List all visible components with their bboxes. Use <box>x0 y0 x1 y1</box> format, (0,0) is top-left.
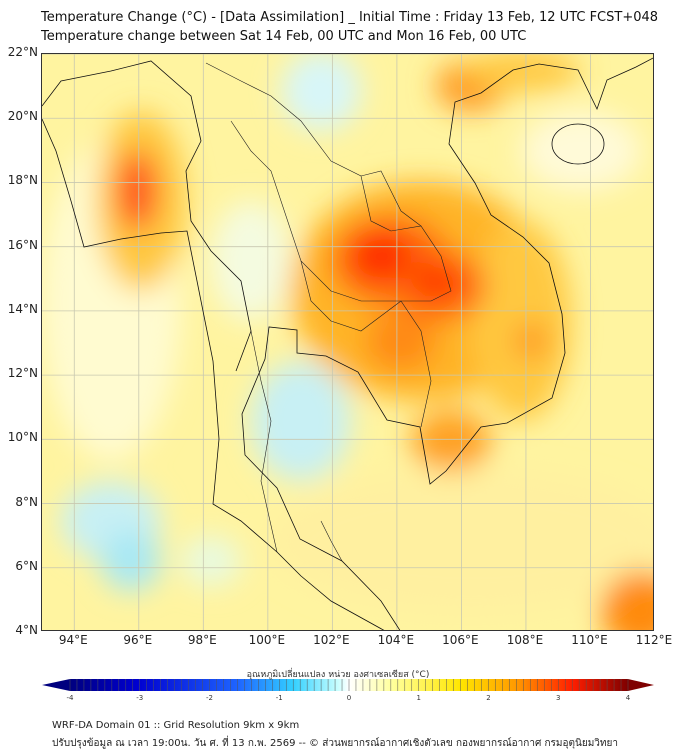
lon-label: 106°E <box>442 633 479 647</box>
lat-label: 4°N <box>15 623 38 637</box>
lon-label: 108°E <box>506 633 544 647</box>
temperature-change-map <box>41 53 654 631</box>
country-borders <box>205 62 452 562</box>
lon-label: 110°E <box>571 633 608 647</box>
graticule <box>42 54 653 630</box>
lat-label: 10°N <box>7 430 38 445</box>
lat-label: 8°N <box>15 494 38 509</box>
lat-label: 18°N <box>7 173 38 188</box>
lat-label: 16°N <box>7 237 38 252</box>
coastline <box>42 57 653 630</box>
colorbar-tick-label: 4 <box>625 694 631 702</box>
colorbar-tick-label: 3 <box>556 694 561 702</box>
lon-label: 100°E <box>248 633 286 647</box>
lat-label: 22°N <box>7 45 38 59</box>
colorbar-tick-label: -2 <box>206 694 213 702</box>
lat-label: 12°N <box>7 366 38 381</box>
temperature-field <box>42 54 653 630</box>
colorbar <box>42 679 654 691</box>
lon-label: 98°E <box>187 633 217 647</box>
lon-label: 96°E <box>123 633 153 647</box>
colorbar-tick-label: 0 <box>346 694 352 702</box>
colorbar-tick-label: -1 <box>275 694 283 702</box>
colorbar-tick-label: -3 <box>136 694 144 702</box>
lat-label: 6°N <box>15 558 38 573</box>
chart-title: Temperature Change (°C) - [Data Assimila… <box>41 10 659 25</box>
colorbar-tick-label: 2 <box>486 694 491 702</box>
colorbar-tick-label: -4 <box>66 694 74 702</box>
colorbar-tick-label: 1 <box>416 694 421 702</box>
lon-label: 94°E <box>58 633 88 647</box>
footer-update-info: ปรับปรุงข้อมูล ณ เวลา 19:00น. วัน ศ. ที่… <box>52 738 618 749</box>
lat-label: 14°N <box>7 301 38 316</box>
colorbar-title: อุณหภูมิเปลี่ยนแปลง หน่วย องศาเซลเซียส (… <box>246 670 430 680</box>
lon-label: 112°E <box>635 633 673 647</box>
lat-label: 20°N <box>7 109 38 124</box>
colorbar-max-extend <box>628 679 654 691</box>
colorbar-min-extend <box>42 679 70 691</box>
chart-subtitle: Temperature change between Sat 14 Feb, 0… <box>41 29 527 44</box>
lon-label: 102°E <box>313 633 350 647</box>
lon-label: 104°E <box>377 633 415 647</box>
footer-model-info: WRF-DA Domain 01 :: Grid Resolution 9km … <box>52 720 300 731</box>
